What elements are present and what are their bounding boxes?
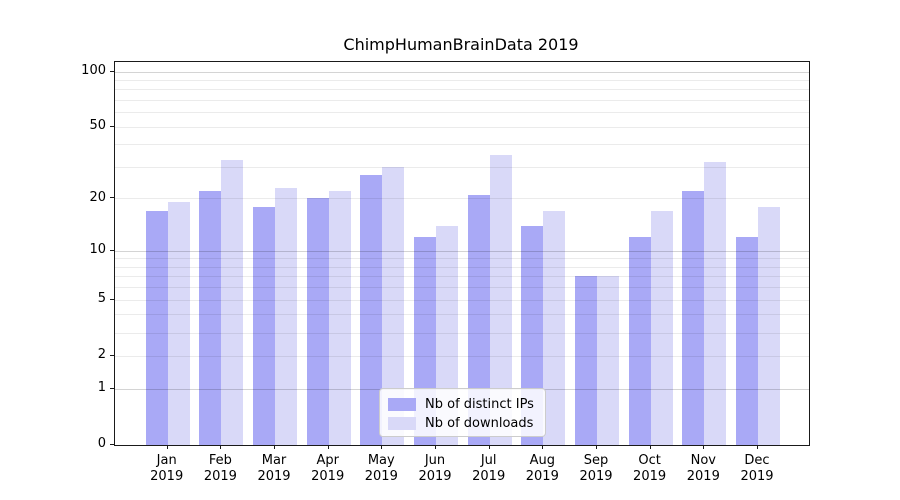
x-tick-label-aug: Aug 2019 — [525, 452, 559, 484]
gridline-2 — [115, 355, 809, 357]
legend-row-distinct-ips: Nb of distinct IPs — [388, 395, 537, 414]
x-tick-mark-may — [381, 444, 383, 449]
x-tick-label-jan: Jan 2019 — [150, 452, 184, 484]
legend: Nb of distinct IPs Nb of downloads — [379, 388, 546, 437]
x-tick-label-mar: Mar 2019 — [257, 452, 291, 484]
y-tick-label-0: 0 — [97, 436, 106, 451]
gridline-3 — [115, 332, 809, 334]
bar-nb-of-downloads-oct — [650, 210, 673, 445]
gridline-90 — [115, 79, 809, 81]
gridline-10 — [115, 250, 809, 252]
bar-nb-of-distinct-ips-mar — [253, 206, 276, 445]
gridline-5 — [115, 299, 809, 301]
y-tick-label-50: 50 — [89, 118, 106, 134]
plot-area — [114, 61, 810, 446]
gridline-7 — [115, 276, 809, 278]
x-tick-label-apr: Apr 2019 — [311, 452, 345, 484]
bar-nb-of-distinct-ips-feb — [199, 191, 222, 445]
gridline-9 — [115, 258, 809, 260]
y-tick-mark-20 — [109, 197, 114, 199]
y-tick-label-2: 2 — [97, 347, 106, 363]
gridline-40 — [115, 144, 809, 146]
bar-nb-of-distinct-ips-sep — [574, 276, 597, 445]
gridline-8 — [115, 266, 809, 268]
legend-swatch-distinct-ips — [388, 397, 416, 411]
gridline-100 — [115, 71, 809, 73]
y-tick-label-1: 1 — [97, 380, 106, 395]
x-tick-mark-mar — [274, 444, 275, 449]
x-tick-mark-jan — [166, 444, 168, 449]
x-tick-mark-jun — [435, 444, 436, 449]
y-tick-mark-0 — [109, 443, 114, 445]
gridline-70 — [115, 100, 809, 101]
legend-label-downloads: Nb of downloads — [425, 416, 534, 431]
bar-nb-of-distinct-ips-jan — [145, 210, 168, 445]
bar-nb-of-downloads-jan — [167, 202, 190, 445]
y-tick-label-20: 20 — [89, 189, 106, 205]
gridline-80 — [115, 89, 809, 91]
gridline-60 — [115, 112, 809, 114]
gridline-4 — [115, 314, 809, 316]
y-tick-label-100: 100 — [81, 63, 106, 78]
bar-nb-of-downloads-aug — [543, 210, 566, 445]
gridline-50 — [115, 126, 809, 128]
bar-nb-of-downloads-mar — [275, 187, 298, 445]
bar-nb-of-distinct-ips-oct — [628, 237, 651, 445]
gridline-6 — [115, 287, 809, 289]
y-tick-mark-10 — [109, 249, 114, 251]
y-tick-label-5: 5 — [97, 291, 106, 307]
x-tick-label-nov: Nov 2019 — [686, 452, 720, 484]
bar-nb-of-distinct-ips-dec — [735, 237, 758, 445]
x-tick-label-dec: Dec 2019 — [740, 452, 774, 484]
x-tick-label-oct: Oct 2019 — [633, 452, 667, 484]
x-tick-label-jul: Jul 2019 — [472, 452, 506, 484]
bar-nb-of-downloads-jul — [489, 154, 512, 445]
y-tick-mark-2 — [109, 354, 114, 356]
bar-nb-of-downloads-sep — [596, 276, 619, 445]
x-tick-mark-jul — [488, 444, 490, 449]
x-tick-mark-oct — [649, 444, 651, 449]
legend-row-downloads: Nb of downloads — [388, 414, 537, 433]
bar-nb-of-downloads-nov — [704, 161, 727, 445]
x-tick-label-feb: Feb 2019 — [203, 452, 237, 484]
legend-label-distinct-ips: Nb of distinct IPs — [425, 396, 534, 412]
x-tick-label-sep: Sep 2019 — [579, 452, 613, 484]
y-tick-mark-1 — [109, 387, 114, 389]
bar-nb-of-distinct-ips-apr — [306, 198, 329, 445]
x-tick-label-jun: Jun 2019 — [418, 452, 452, 484]
gridline-20 — [115, 198, 809, 200]
gridline-30 — [115, 167, 809, 168]
bar-nb-of-downloads-apr — [328, 191, 351, 445]
x-tick-mark-nov — [703, 444, 705, 449]
y-tick-mark-5 — [109, 298, 114, 300]
x-tick-mark-sep — [596, 444, 597, 449]
y-tick-mark-100 — [109, 70, 114, 72]
x-tick-mark-dec — [757, 444, 758, 449]
chart-title: ChimpHumanBrainData 2019 — [343, 35, 579, 54]
x-tick-mark-apr — [327, 444, 329, 449]
y-tick-label-10: 10 — [89, 242, 106, 258]
bar-nb-of-distinct-ips-jul — [467, 194, 490, 445]
y-tick-mark-50 — [109, 125, 114, 127]
bar-nb-of-downloads-feb — [221, 159, 244, 445]
legend-swatch-downloads — [388, 417, 416, 430]
x-tick-mark-feb — [220, 444, 222, 449]
bar-nb-of-distinct-ips-may — [360, 175, 383, 445]
bar-nb-of-downloads-may — [382, 166, 405, 445]
bar-nb-of-distinct-ips-nov — [682, 191, 705, 445]
x-tick-label-may: May 2019 — [364, 452, 398, 484]
bar-nb-of-downloads-dec — [757, 206, 780, 445]
x-tick-mark-aug — [542, 444, 544, 449]
